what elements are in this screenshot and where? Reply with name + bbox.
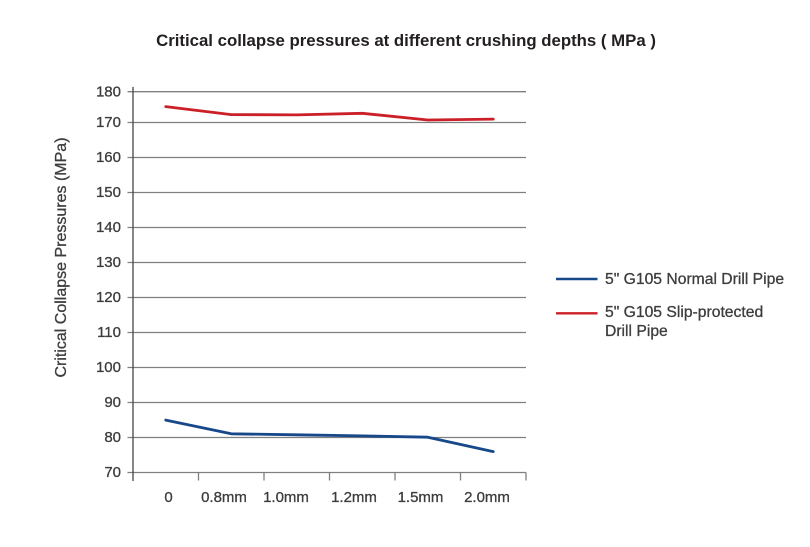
svg-text:1.0mm: 1.0mm xyxy=(263,489,309,506)
svg-text:150: 150 xyxy=(96,184,121,201)
svg-text:90: 90 xyxy=(104,394,121,411)
svg-text:5" G105 Slip-protected: 5" G105 Slip-protected xyxy=(605,304,763,321)
svg-text:130: 130 xyxy=(96,254,121,271)
svg-text:110: 110 xyxy=(97,324,121,341)
svg-text:Critical Collapse Pressures (M: Critical Collapse Pressures (MPa) xyxy=(53,137,70,377)
svg-text:100: 100 xyxy=(96,359,121,376)
svg-text:170: 170 xyxy=(96,114,121,131)
svg-text:2.0mm: 2.0mm xyxy=(464,489,510,506)
svg-text:1.5mm: 1.5mm xyxy=(398,489,444,506)
svg-text:70: 70 xyxy=(104,464,121,481)
svg-text:80: 80 xyxy=(104,429,121,446)
svg-text:140: 140 xyxy=(96,219,121,236)
svg-text:5" G105 Normal Drill Pipe: 5" G105 Normal Drill Pipe xyxy=(605,271,784,288)
svg-text:120: 120 xyxy=(96,289,121,306)
svg-text:1.2mm: 1.2mm xyxy=(331,489,377,506)
svg-text:160: 160 xyxy=(96,149,121,166)
svg-text:0.8mm: 0.8mm xyxy=(201,489,247,506)
svg-text:180: 180 xyxy=(96,83,121,100)
svg-text:Critical collapse pressures at: Critical collapse pressures at different… xyxy=(156,31,656,50)
svg-text:Drill Pipe: Drill Pipe xyxy=(605,323,668,340)
svg-text:0: 0 xyxy=(164,489,172,506)
